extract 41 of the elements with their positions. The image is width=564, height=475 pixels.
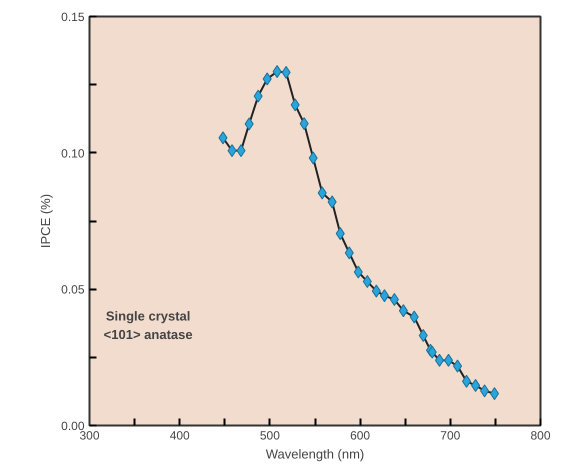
point: [480, 384, 490, 398]
point: [390, 293, 399, 306]
point: [471, 378, 480, 392]
point: [362, 275, 372, 288]
x-tick-label: 800: [530, 428, 551, 442]
x-axis-title: Wavelength (nm): [266, 446, 364, 462]
x-tick-label: 700: [440, 428, 461, 442]
point: [244, 117, 254, 130]
point: [434, 354, 444, 367]
x-tick-label: 300: [79, 428, 100, 442]
point: [398, 304, 408, 318]
x-tick-label: 400: [170, 428, 190, 442]
y-axis-title: IPCE (%): [38, 194, 54, 248]
point: [300, 117, 309, 130]
annotation: Single crystal <101> anatase: [104, 308, 193, 342]
point: [236, 144, 246, 158]
point: [254, 90, 263, 103]
point: [418, 329, 428, 342]
point: [336, 227, 345, 240]
point: [462, 374, 472, 388]
point: [444, 354, 453, 367]
point: [290, 98, 300, 112]
x-tick-label: 600: [350, 428, 370, 442]
x-tick-label: 500: [260, 428, 280, 442]
point: [453, 360, 462, 373]
point: [318, 186, 327, 200]
point: [328, 195, 337, 208]
point: [410, 310, 419, 324]
y-tick-label: 0.05: [61, 282, 85, 297]
point: [272, 65, 282, 78]
point: [218, 131, 228, 144]
y-tick-label: 0.15: [61, 10, 85, 24]
point: [282, 66, 291, 79]
point: [344, 246, 354, 260]
point: [262, 72, 272, 86]
point: [372, 284, 381, 298]
point: [354, 265, 363, 278]
y-tick-label: 0.10: [61, 146, 85, 160]
point: [308, 152, 318, 165]
point: [228, 144, 237, 158]
point: [380, 289, 389, 302]
